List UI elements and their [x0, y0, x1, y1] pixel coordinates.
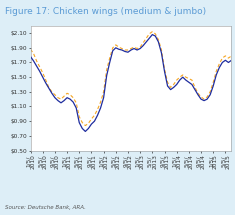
Text: Source: Deutsche Bank, ARA.: Source: Deutsche Bank, ARA. — [5, 205, 86, 210]
Text: Figure 17: Chicken wings (medium & jumbo): Figure 17: Chicken wings (medium & jumbo… — [5, 7, 206, 16]
